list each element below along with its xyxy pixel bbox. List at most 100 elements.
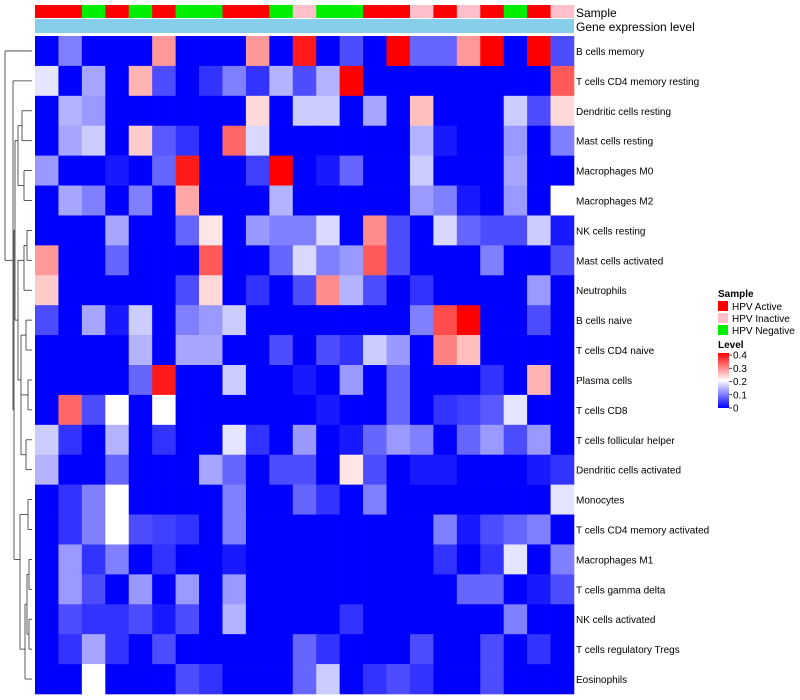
heatmap-cell (527, 664, 551, 695)
heatmap-cell (199, 365, 223, 396)
heatmap-cell (456, 484, 481, 515)
heatmap-cell (199, 215, 223, 246)
row-label: T cells CD4 naive (576, 346, 655, 357)
heatmap-cell (105, 275, 130, 306)
sample-annotation-cell (316, 5, 340, 18)
heatmap-cell (386, 484, 411, 515)
row-label: Neutrophils (576, 286, 627, 297)
heatmap-cell (409, 305, 434, 336)
heatmap-cell (105, 365, 130, 396)
heatmap-cell (386, 514, 411, 545)
heatmap-cell (222, 664, 247, 695)
heatmap-cell (456, 424, 481, 456)
heatmap-cell (527, 454, 551, 485)
heatmap-cell (316, 125, 340, 156)
heatmap-cell (105, 335, 130, 366)
sample-annotation-label: Sample (576, 6, 617, 20)
heatmap-cell (81, 335, 106, 366)
heatmap-cell (409, 125, 434, 156)
heatmap-cell (245, 65, 270, 97)
heatmap-cell (128, 574, 153, 605)
heatmap-cell (222, 365, 247, 396)
heatmap-cell (503, 215, 528, 246)
heatmap-cell (105, 305, 130, 336)
sample-annotation-cell (222, 5, 247, 18)
heatmap-cell (58, 65, 83, 97)
heatmap-cell (386, 664, 411, 695)
heatmap-cell (339, 544, 364, 575)
heatmap-cell (363, 634, 387, 665)
heatmap-cell (35, 514, 59, 545)
heatmap-cell (58, 305, 83, 336)
heatmap-cell (245, 215, 270, 246)
heatmap-cell (316, 394, 340, 426)
heatmap-cell (503, 514, 528, 545)
heatmap-cell (81, 544, 106, 575)
heatmap-cell (480, 604, 504, 635)
heatmap-cell (152, 335, 176, 366)
heatmap-cell (81, 155, 106, 186)
row-label: B cells memory (576, 47, 644, 58)
heatmap-cell (503, 634, 528, 665)
heatmap-cell (35, 95, 59, 127)
heatmap-cell (35, 335, 59, 366)
heatmap-cell (386, 544, 411, 575)
heatmap-cell (433, 514, 458, 545)
heatmap-cell (550, 544, 575, 575)
heatmap-cell (527, 185, 551, 216)
heatmap-cell (292, 544, 317, 575)
heatmap-cell (363, 574, 387, 605)
heatmap-cell (245, 275, 270, 306)
level-tick-label: 0 (733, 404, 739, 415)
heatmap-cell (152, 544, 176, 575)
row-dendrogram (4, 50, 32, 680)
heatmap-cell (503, 185, 528, 216)
heatmap-cell (152, 394, 176, 426)
heatmap-cell (316, 215, 340, 246)
heatmap-cell (292, 454, 317, 485)
gene-expression-bar (35, 19, 574, 33)
heatmap-cell (527, 604, 551, 635)
heatmap-cell (128, 305, 153, 336)
heatmap-cell (105, 424, 130, 456)
heatmap-cell (152, 245, 176, 276)
heatmap-cell (245, 514, 270, 545)
heatmap-cell (58, 424, 83, 456)
heatmap-cell (456, 125, 481, 156)
heatmap-cell (456, 604, 481, 635)
heatmap-cell (152, 604, 176, 635)
row-label: Mast cells resting (576, 137, 653, 148)
heatmap-cell (409, 574, 434, 605)
heatmap-cell (175, 215, 200, 246)
heatmap-cell (456, 185, 481, 216)
heatmap-cell (292, 245, 317, 276)
sample-annotation-cell (199, 5, 223, 18)
heatmap-cell (81, 484, 106, 515)
heatmap-cell (222, 65, 247, 97)
heatmap-cell (35, 245, 59, 276)
heatmap-cell (175, 95, 200, 127)
heatmap-cell (269, 185, 294, 216)
heatmap-cell (456, 335, 481, 366)
heatmap-cell (433, 424, 458, 456)
heatmap-cell (456, 365, 481, 396)
heatmap-cell (81, 275, 106, 306)
heatmap-cell (175, 574, 200, 605)
heatmap-cell (433, 245, 458, 276)
heatmap-cell (386, 394, 411, 426)
heatmap-cell (269, 544, 294, 575)
heatmap-cell (105, 634, 130, 665)
heatmap-cell (81, 424, 106, 456)
heatmap-cell (222, 424, 247, 456)
heatmap-cell (433, 215, 458, 246)
row-label: NK cells activated (576, 615, 655, 626)
heatmap-cell (527, 514, 551, 545)
heatmap-cell (527, 36, 551, 67)
heatmap-cell (527, 125, 551, 156)
heatmap-cell (269, 604, 294, 635)
heatmap-cell (269, 275, 294, 306)
heatmap-cell (363, 424, 387, 456)
heatmap-cell (339, 604, 364, 635)
heatmap-cell (363, 544, 387, 575)
